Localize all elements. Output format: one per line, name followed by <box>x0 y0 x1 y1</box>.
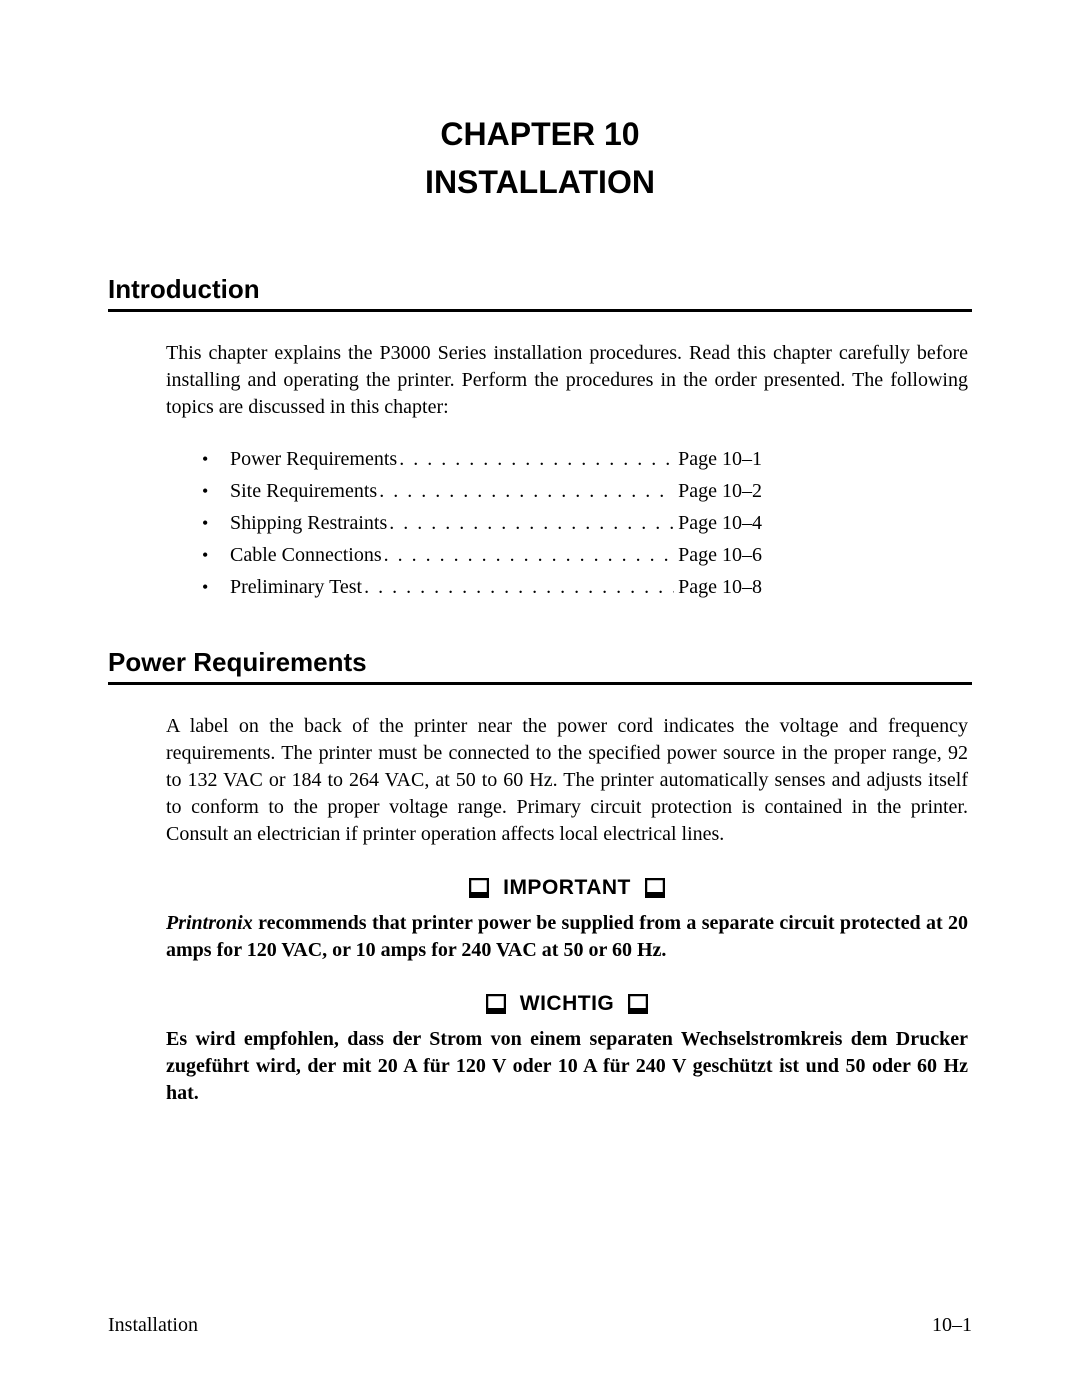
footer-right: 10–1 <box>932 1314 972 1337</box>
toc-label: Cable Connections <box>230 539 382 571</box>
toc-page: Page 10–4 <box>674 507 762 539</box>
toc-page: Page 10–8 <box>674 571 762 603</box>
callout-text: recommends that printer power be supplie… <box>166 912 968 961</box>
section-heading-introduction: Introduction <box>108 274 972 312</box>
toc-item: • Cable Connections . . . . . . . . . . … <box>202 539 762 571</box>
square-icon <box>645 878 665 898</box>
power-requirements-paragraph: A label on the back of the printer near … <box>166 713 968 848</box>
callout-body-wichtig: Es wird empfohlen, dass der Strom von ei… <box>166 1026 968 1107</box>
callout-title: WICHTIG <box>520 992 614 1016</box>
toc-page: Page 10–1 <box>674 443 762 475</box>
callout-heading-important: IMPORTANT <box>166 876 968 900</box>
toc-page: Page 10–6 <box>674 539 762 571</box>
toc-item: • Site Requirements . . . . . . . . . . … <box>202 475 762 507</box>
footer-left: Installation <box>108 1314 198 1337</box>
toc-list: • Power Requirements . . . . . . . . . .… <box>166 443 968 603</box>
toc-leaders: . . . . . . . . . . . . . . . . . . . . … <box>362 571 674 603</box>
square-icon <box>628 994 648 1014</box>
square-icon <box>469 878 489 898</box>
toc-label: Power Requirements <box>230 443 397 475</box>
toc-label: Site Requirements <box>230 475 377 507</box>
toc-label: Shipping Restraints <box>230 507 387 539</box>
toc-page: Page 10–2 <box>674 475 762 507</box>
page-footer: Installation 10–1 <box>108 1314 972 1337</box>
chapter-number: CHAPTER 10 <box>108 110 972 158</box>
callout-title: IMPORTANT <box>503 876 631 900</box>
toc-leaders: . . . . . . . . . . . . . . . . . . . . … <box>387 507 674 539</box>
toc-label: Preliminary Test <box>230 571 362 603</box>
callout-heading-wichtig: WICHTIG <box>166 992 968 1016</box>
power-requirements-body: A label on the back of the printer near … <box>108 713 972 1107</box>
chapter-title: INSTALLATION <box>108 158 972 206</box>
bullet-icon: • <box>202 445 230 474</box>
toc-item: • Power Requirements . . . . . . . . . .… <box>202 443 762 475</box>
toc-leaders: . . . . . . . . . . . . . . . . . . . . … <box>397 443 674 475</box>
section-heading-power-requirements: Power Requirements <box>108 647 972 685</box>
toc-item: • Shipping Restraints . . . . . . . . . … <box>202 507 762 539</box>
toc-leaders: . . . . . . . . . . . . . . . . . . . . … <box>382 539 674 571</box>
bullet-icon: • <box>202 573 230 602</box>
toc-item: • Preliminary Test . . . . . . . . . . .… <box>202 571 762 603</box>
square-icon <box>486 994 506 1014</box>
brand-name: Printronix <box>166 912 253 934</box>
bullet-icon: • <box>202 477 230 506</box>
bullet-icon: • <box>202 509 230 538</box>
document-page: CHAPTER 10 INSTALLATION Introduction Thi… <box>0 0 1080 1397</box>
chapter-heading: CHAPTER 10 INSTALLATION <box>108 110 972 206</box>
bullet-icon: • <box>202 541 230 570</box>
introduction-body: This chapter explains the P3000 Series i… <box>108 340 972 603</box>
introduction-paragraph: This chapter explains the P3000 Series i… <box>166 340 968 421</box>
toc-leaders: . . . . . . . . . . . . . . . . . . . . … <box>377 475 674 507</box>
callout-body-important: Printronix recommends that printer power… <box>166 910 968 964</box>
